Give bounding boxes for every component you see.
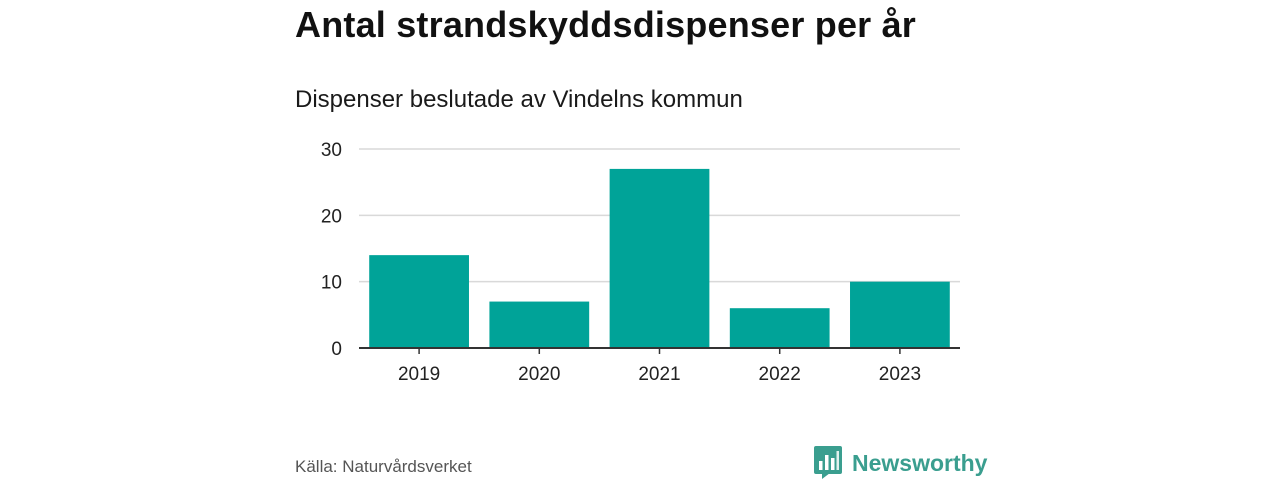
y-tick-label: 30: [321, 140, 342, 161]
bar-2020: [489, 301, 590, 348]
bar-2021: [609, 168, 710, 348]
x-tick-label: 2020: [518, 364, 560, 385]
y-tick-label: 10: [321, 273, 342, 294]
chart-subtitle: Dispenser beslutade av Vindelns kommun: [295, 86, 743, 113]
x-tick-label: 2019: [398, 364, 440, 385]
bar-chart-logo-icon: [814, 446, 842, 479]
source-note: Källa: Naturvårdsverket: [295, 457, 472, 476]
chart-title: Antal strandskyddsdispenser per år: [295, 4, 917, 45]
bar-2023: [850, 281, 950, 348]
y-tick-label: 0: [331, 339, 342, 360]
x-tick-label: 2023: [879, 364, 921, 385]
bar-chart: 0 10 20 30 2019 2020 2021 2022 2023: [321, 140, 960, 385]
bar-2022: [729, 308, 830, 348]
x-tick-label: 2021: [638, 364, 680, 385]
brand-name: Newsworthy: [852, 449, 988, 476]
newsworthy-logo: Newsworthy: [814, 446, 987, 480]
bar-2019: [369, 255, 469, 348]
y-tick-label: 20: [321, 206, 342, 227]
x-tick-label: 2022: [759, 364, 801, 385]
